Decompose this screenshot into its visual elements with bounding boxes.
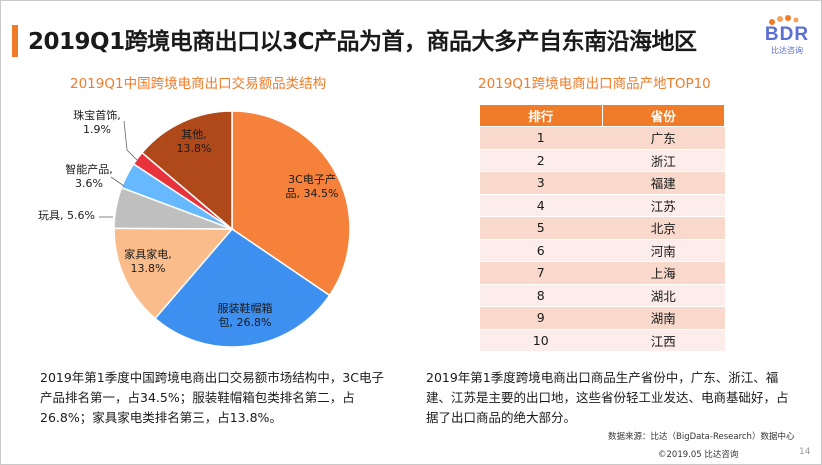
pie-label-furniture: 家具家电, 13.8% — [124, 248, 172, 275]
pie-slice-furniture — [113, 227, 234, 320]
right-paragraph: 2019年第1季度跨境电商出口商品生产省份中，广东、浙江、福建、江苏是主要的出口… — [426, 370, 789, 425]
title-accent-bar — [12, 25, 18, 57]
pie-label-toys: 玩具, 5.6% — [38, 209, 95, 222]
table-cell-rank: 2 — [479, 148, 602, 172]
table-cell-rank: 5 — [479, 216, 602, 239]
table-row: 7 上海 — [479, 261, 725, 284]
table-header-province: 省份 — [601, 104, 725, 127]
pie-label-clothing: 服装鞋帽箱 包, 26.8% — [217, 302, 273, 329]
table-row: 4 江苏 — [479, 193, 725, 217]
table-cell-province: 湖南 — [602, 306, 725, 329]
table-row: 8 湖北 — [479, 283, 725, 307]
page-number: 14 — [799, 447, 811, 457]
leader-jewelry — [123, 120, 138, 161]
pie-label-smart: 智能产品, 3.6% — [65, 163, 113, 190]
table-cell-rank: 7 — [479, 261, 602, 284]
table-cell-rank: 6 — [479, 238, 602, 262]
table-row: 5 北京 — [479, 216, 725, 239]
province-table: 排行 省份 1 广东 2 浙江 3 福建 4 江苏 5 北京 6 河南 7 上海 8 湖北 9 湖南 10 江西 — [479, 104, 725, 351]
pie-slice-3c — [231, 110, 351, 297]
table-header-rank: 排行 — [479, 104, 603, 127]
table-cell-rank: 4 — [479, 193, 602, 217]
table-row: 1 广东 — [479, 126, 725, 149]
slide-title: 2019Q1跨境电商出口以3C产品为首，商品大多产自东南沿海地区 — [28, 29, 697, 55]
table-row: 9 湖南 — [479, 306, 725, 329]
left-paragraph: 2019年第1季度中国跨境电商出口交易额市场结构中，3C电子产品排名第一，占34… — [40, 370, 384, 425]
table-cell-rank: 1 — [479, 126, 602, 149]
table-row: 6 河南 — [479, 238, 725, 262]
bdr-logo: BDR 比达咨询 — [758, 14, 816, 58]
table-cell-province: 江西 — [602, 328, 725, 351]
table-cell-province: 福建 — [602, 171, 725, 194]
pie-label-other: 其他, 13.8% — [176, 128, 212, 155]
logo-dots-icon — [769, 15, 799, 25]
pie-slice-clothing — [154, 228, 331, 348]
table-cell-rank: 10 — [479, 328, 602, 351]
pie-chart-title: 2019Q1中国跨境电商出口交易额品类结构 — [70, 76, 327, 92]
leader-smart — [110, 176, 125, 187]
pie-label-3c: 3C电子产 品, 34.5% — [285, 173, 339, 200]
table-row: 3 福建 — [479, 171, 725, 194]
table-cell-province: 上海 — [602, 261, 725, 284]
table-cell-province: 湖北 — [602, 283, 725, 307]
pie-label-jewelry: 珠宝首饰, 1.9% — [73, 109, 121, 136]
table-row: 10 江西 — [479, 328, 725, 351]
table-cell-rank: 3 — [479, 171, 602, 194]
table-cell-province: 浙江 — [602, 148, 725, 172]
table-cell-province: 江苏 — [602, 193, 725, 217]
table-row: 2 浙江 — [479, 148, 725, 172]
table-cell-rank: 8 — [479, 283, 602, 307]
table-cell-province: 广东 — [602, 126, 725, 149]
table-cell-rank: 9 — [479, 306, 602, 329]
data-source: 数据来源：比达（BigData-Research）数据中心 — [608, 432, 795, 442]
logo-text: BDR — [764, 24, 810, 45]
table-cell-province: 河南 — [602, 238, 725, 262]
table-title: 2019Q1跨境电商出口商品产地TOP10 — [478, 76, 711, 92]
footer-copyright: ©2019.05 比达咨询 — [658, 450, 739, 460]
pie-slice-other — [140, 110, 233, 231]
table-cell-province: 北京 — [602, 216, 725, 239]
logo-subtext: 比达咨询 — [771, 46, 803, 55]
